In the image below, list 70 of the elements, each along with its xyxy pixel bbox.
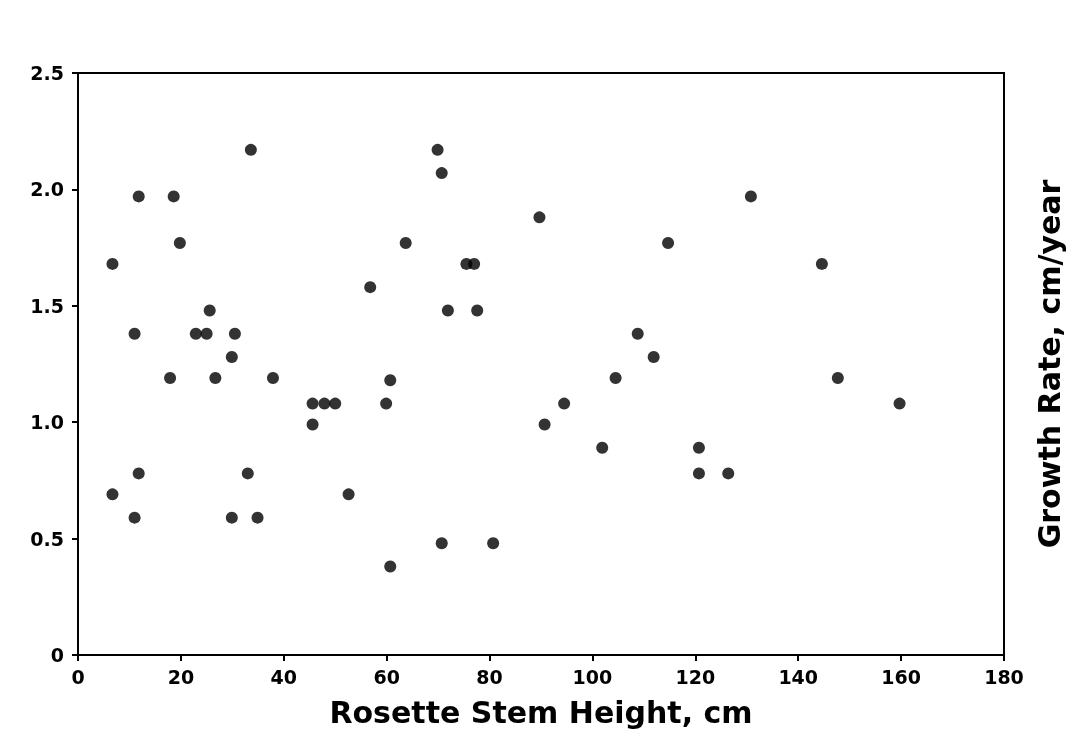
x-tick-label: 60: [373, 665, 400, 688]
point: [241, 467, 254, 480]
point: [318, 397, 331, 410]
point: [306, 418, 319, 431]
x-tick-label: 100: [572, 665, 613, 688]
point: [471, 304, 484, 317]
x-tick-label: 80: [476, 665, 503, 688]
y-tick-label: 0.5: [30, 527, 64, 550]
point: [435, 167, 448, 180]
point: [106, 488, 119, 501]
y-tick-label: 2.5: [30, 62, 64, 84]
point: [538, 418, 551, 431]
point: [399, 236, 412, 249]
point: [596, 441, 609, 454]
point: [244, 143, 257, 156]
point: [132, 190, 145, 203]
point: [132, 467, 145, 480]
x-tick-label: 20: [167, 665, 195, 688]
point: [692, 441, 705, 454]
point: [209, 371, 222, 384]
point: [106, 257, 119, 270]
point: [251, 511, 264, 524]
x-tick-label: 120: [675, 665, 716, 688]
point: [342, 488, 355, 501]
point: [815, 257, 828, 270]
x-axis-title: Rosette Stem Height, cm: [329, 694, 753, 730]
point: [167, 190, 180, 203]
point: [200, 327, 213, 340]
point: [173, 236, 186, 249]
y-tick-label: 1.0: [30, 411, 64, 434]
x-tick-label: 160: [881, 665, 921, 688]
point: [364, 281, 377, 294]
point: [692, 467, 705, 480]
point: [831, 371, 844, 384]
point: [228, 327, 241, 340]
y-tick-label: 1.5: [30, 294, 64, 317]
point: [384, 374, 397, 387]
point: [380, 397, 393, 410]
point: [609, 371, 622, 384]
point: [647, 351, 660, 364]
point: [441, 304, 454, 317]
point: [722, 467, 735, 480]
point: [487, 537, 500, 550]
point: [662, 236, 675, 249]
y-tick-label: 2.0: [30, 178, 64, 201]
point: [435, 537, 448, 550]
y-tick-label: 0: [50, 644, 64, 666]
point: [533, 211, 546, 224]
point: [306, 397, 319, 410]
point: [266, 371, 279, 384]
point: [468, 257, 481, 270]
point: [744, 190, 757, 203]
point: [631, 327, 644, 340]
x-tick-label: 0: [71, 665, 85, 688]
point: [164, 371, 177, 384]
point: [203, 304, 216, 317]
x-tick-label: 40: [270, 665, 297, 688]
point: [384, 560, 397, 573]
point: [225, 351, 238, 364]
point: [431, 143, 444, 156]
y-axis-title: Growth Rate, cm/year: [1031, 179, 1067, 549]
point: [558, 397, 571, 410]
point: [128, 327, 141, 340]
point: [893, 397, 906, 410]
x-tick-label: 180: [984, 665, 1024, 688]
point: [225, 511, 238, 524]
x-tick-label: 140: [778, 665, 819, 688]
point: [189, 327, 202, 340]
point: [329, 397, 342, 410]
point: [128, 511, 141, 524]
